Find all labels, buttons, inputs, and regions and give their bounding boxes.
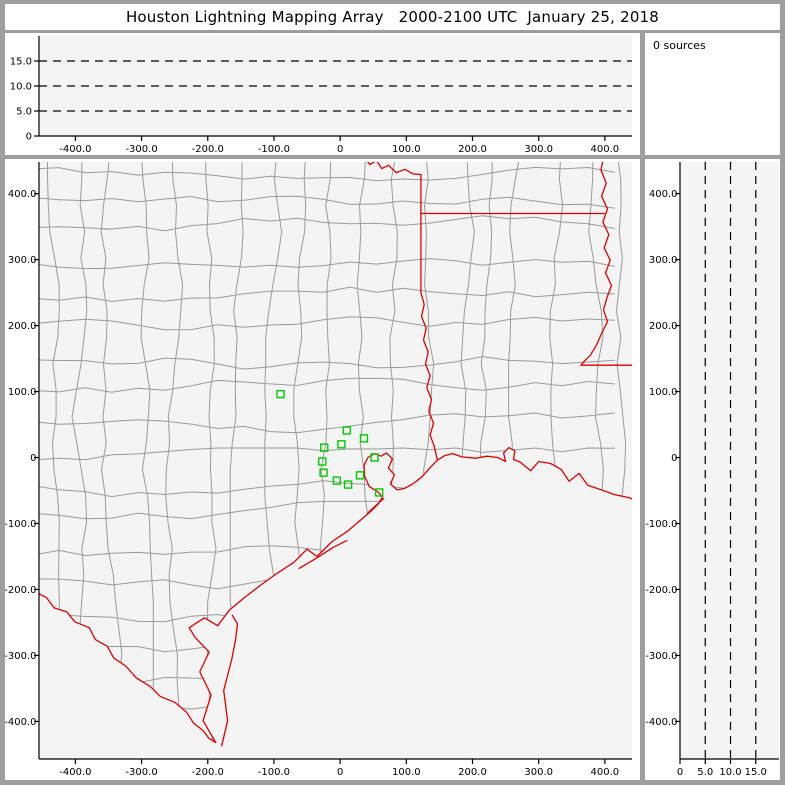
y-tick-label: 0 bbox=[30, 453, 36, 464]
lma-station-marker bbox=[342, 426, 351, 435]
coast-line bbox=[188, 446, 632, 744]
x-tick-label: 200.0 bbox=[458, 144, 487, 155]
x-tick-label: 0 bbox=[337, 767, 343, 778]
plan-view-map-plot[interactable]: 400.0 300.0 200.0 100.0 0 -100.0 -200.0 -300.0 -… bbox=[5, 159, 640, 780]
lma-station-marker bbox=[332, 476, 342, 485]
map-content bbox=[39, 162, 632, 747]
lma-station-marker bbox=[320, 443, 329, 452]
x-tick-label: 300.0 bbox=[524, 767, 553, 778]
y-tick-label: 400.0 bbox=[649, 189, 678, 200]
sources-panel: 0 sources bbox=[645, 33, 780, 155]
x-tick-label: 15.0 bbox=[745, 767, 767, 778]
lma-station-marker bbox=[355, 471, 365, 480]
x-tick-label: -300.0 bbox=[125, 767, 157, 778]
lma-station-marker bbox=[319, 468, 328, 477]
lma-station-marker bbox=[370, 453, 379, 462]
y-tick-label: -200.0 bbox=[645, 585, 677, 596]
y-tick-label: -100.0 bbox=[645, 519, 677, 530]
y-tick-label: -300.0 bbox=[5, 651, 37, 662]
x-tick-label: -100.0 bbox=[258, 144, 290, 155]
x-tick-label: 300.0 bbox=[524, 144, 553, 155]
sabine-river-line bbox=[420, 291, 439, 461]
y-tick-label: 200.0 bbox=[8, 321, 37, 332]
x-tick-label: -200.0 bbox=[192, 767, 224, 778]
x-tick-label: -200.0 bbox=[192, 144, 224, 155]
x-tick-label: 0 bbox=[337, 144, 343, 155]
lma-station-marker bbox=[318, 457, 327, 466]
lma-station-marker bbox=[374, 488, 384, 497]
y-tick-label: 0 bbox=[26, 132, 32, 143]
x-tick-label: 400.0 bbox=[591, 144, 620, 155]
mississippi-river-line bbox=[580, 162, 613, 366]
lma-station-marker bbox=[343, 480, 353, 489]
y-tick-label: -400.0 bbox=[645, 717, 677, 728]
x-tick-label: 100.0 bbox=[392, 144, 421, 155]
map-panel: 400.0 300.0 200.0 100.0 0 -100.0 -200.0 -300.0 -… bbox=[5, 159, 640, 780]
sources-count-label: 0 sources bbox=[653, 39, 706, 52]
y-tick-label: 5.0 bbox=[16, 107, 32, 118]
x-tick-label: 200.0 bbox=[458, 767, 487, 778]
padre-island-line bbox=[221, 614, 239, 747]
y-tick-label: 0 bbox=[671, 453, 677, 464]
y-tick-label: -200.0 bbox=[5, 585, 37, 596]
altitude-ns-panel: 400.0 300.0 200.0 100.0 0 -100.0 -200.0 -300.0 -… bbox=[645, 159, 780, 780]
plot-background bbox=[680, 162, 779, 759]
lma-station-marker bbox=[359, 434, 369, 443]
y-tick-label: 10.0 bbox=[10, 82, 32, 93]
x-tick-label: -100.0 bbox=[258, 767, 290, 778]
red-river-line bbox=[366, 162, 422, 176]
rio-grande-line bbox=[39, 592, 217, 744]
y-tick-label: 400.0 bbox=[8, 189, 37, 200]
map-background bbox=[39, 162, 632, 759]
y-tick-label: 300.0 bbox=[8, 255, 37, 266]
y-tick-label: -100.0 bbox=[5, 519, 37, 530]
matagorda-island-line bbox=[298, 539, 348, 570]
x-tick-label: 10.0 bbox=[719, 767, 741, 778]
x-tick-label: -300.0 bbox=[125, 144, 157, 155]
altitude-vs-ns-plot[interactable]: 400.0 300.0 200.0 100.0 0 -100.0 -200.0 -300.0 -… bbox=[645, 159, 780, 780]
y-tick-label: -400.0 bbox=[5, 717, 37, 728]
x-tick-label: 5.0 bbox=[697, 767, 713, 778]
y-tick-label: 100.0 bbox=[8, 387, 37, 398]
lma-station-marker bbox=[337, 440, 346, 449]
y-tick-label: 300.0 bbox=[649, 255, 678, 266]
x-tick-label: -400.0 bbox=[59, 144, 91, 155]
y-tick-label: 200.0 bbox=[649, 321, 678, 332]
galveston-island-line bbox=[367, 497, 385, 514]
x-tick-label: 0 bbox=[677, 767, 683, 778]
x-tick-label: -400.0 bbox=[59, 767, 91, 778]
x-tick-label: 400.0 bbox=[591, 767, 620, 778]
altitude-vs-ew-plot[interactable]: 0 5.0 10.0 15.0 -400.0 -300.0 -200.0 -100.0 0 100… bbox=[5, 33, 640, 155]
lma-station-marker bbox=[276, 390, 285, 399]
y-tick-label: -300.0 bbox=[645, 651, 677, 662]
altitude-time-panel: 0 5.0 10.0 15.0 -400.0 -300.0 -200.0 -100.0 0 100… bbox=[5, 33, 640, 155]
y-tick-label: 100.0 bbox=[649, 387, 678, 398]
page-title: Houston Lightning Mapping Array 2000-210… bbox=[5, 4, 780, 30]
x-tick-label: 100.0 bbox=[392, 767, 421, 778]
y-tick-label: 15.0 bbox=[10, 57, 32, 68]
